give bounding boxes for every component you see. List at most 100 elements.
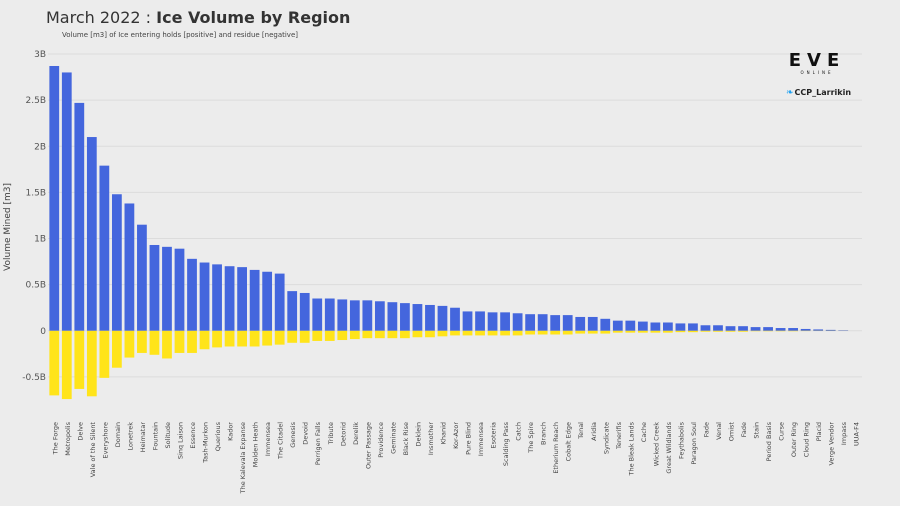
y-axis-label: Volume Mined [m3]	[3, 183, 13, 271]
bar-negative	[713, 330, 723, 332]
x-tick-label: The Citadel	[277, 422, 285, 460]
bar-positive	[199, 262, 210, 331]
bar-negative	[500, 330, 510, 336]
bar-positive	[86, 137, 97, 331]
bar-negative	[725, 330, 736, 332]
bar-positive	[775, 328, 786, 331]
x-tick-label: Vale of the Silent	[89, 422, 97, 478]
x-tick-label: Metropolis	[64, 421, 72, 455]
bar-negative	[450, 330, 460, 336]
bar-positive	[162, 246, 172, 331]
bar-positive	[374, 301, 385, 331]
bar-positive	[224, 266, 235, 331]
bar-negative	[262, 330, 273, 346]
bar-positive	[600, 318, 611, 331]
bar-negative	[362, 330, 373, 339]
x-tick-label: Kador	[227, 422, 235, 441]
x-tick-label: Impass	[840, 421, 848, 445]
x-tick-label: Devoid	[302, 422, 310, 445]
bar-negative	[99, 330, 110, 378]
bar-positive	[61, 72, 72, 331]
bar-positive	[688, 323, 698, 331]
bar-negative	[600, 330, 611, 334]
bar-positive	[825, 329, 836, 331]
bar-negative	[400, 330, 410, 339]
bar-negative	[425, 330, 435, 338]
bar-positive	[287, 291, 298, 331]
bar-positive	[550, 315, 561, 331]
x-tick-label: Everyshore	[101, 422, 109, 458]
x-tick-label: Solitude	[164, 422, 172, 449]
bar-negative	[74, 330, 85, 389]
bar-negative	[174, 330, 185, 353]
bar-positive	[475, 311, 485, 331]
bar-positive	[587, 316, 598, 331]
x-tick-label: Genesis	[289, 421, 297, 447]
bar-positive	[74, 102, 85, 331]
bar-negative	[374, 330, 385, 339]
bar-negative	[124, 330, 135, 358]
bar-negative	[274, 330, 285, 345]
x-tick-label: Molden Heath	[252, 422, 260, 467]
bar-positive	[537, 314, 548, 331]
bar-positive	[813, 329, 824, 331]
bar-negative	[512, 330, 523, 336]
bar-negative	[287, 330, 298, 343]
bar-negative	[437, 330, 448, 337]
bar-negative	[462, 330, 473, 336]
bar-negative	[575, 330, 586, 334]
x-tick-label: Immensea	[264, 422, 272, 456]
y-tick-label: 2B	[34, 142, 46, 152]
x-tick-label: Tribute	[327, 422, 335, 445]
x-tick-label: Etherium Reach	[552, 422, 560, 474]
bar-negative	[162, 330, 172, 359]
bar-positive	[612, 320, 623, 331]
y-tick-label: 3B	[34, 50, 46, 60]
bar-negative	[612, 330, 623, 333]
bar-positive	[562, 315, 573, 331]
x-tick-label: Syndicate	[602, 422, 610, 454]
bar-positive	[725, 326, 736, 331]
x-tick-label: Fade	[740, 422, 748, 437]
bar-negative	[587, 330, 598, 334]
eve-online-logo: EVE ONLINE	[784, 52, 850, 76]
bar-negative	[337, 330, 348, 341]
bar-negative	[199, 330, 210, 350]
bar-positive	[149, 244, 160, 331]
bar-positive	[412, 304, 423, 331]
bar-positive	[450, 307, 460, 331]
bar-negative	[550, 330, 561, 335]
chart-title: March 2022 : Ice Volume by Region	[46, 8, 350, 27]
x-tick-label: Tash-Murkon	[202, 422, 210, 464]
x-tick-label: Paragon Soul	[690, 422, 698, 465]
x-tick-label: Venal	[715, 422, 723, 440]
x-tick-label: Fountain	[151, 422, 159, 450]
y-tick-label: 0.5B	[26, 281, 47, 291]
bar-positive	[800, 328, 811, 331]
x-tick-label: The Spire	[527, 422, 535, 454]
y-tick-label: 0	[40, 327, 46, 337]
chart-title-bold: Ice Volume by Region	[156, 8, 351, 27]
y-tick-label: -0.5B	[22, 373, 46, 383]
x-tick-label: Omist	[728, 422, 736, 442]
x-tick-label: Tenal	[577, 422, 585, 440]
bar-positive	[637, 321, 648, 331]
bar-positive	[512, 313, 523, 331]
x-tick-label: Verge Vendor	[828, 422, 836, 466]
bar-negative	[700, 330, 711, 332]
bar-negative	[111, 330, 122, 368]
x-tick-label: Cloud Ring	[803, 422, 811, 457]
bar-negative	[487, 330, 498, 336]
x-tick-label: Geminate	[389, 422, 397, 454]
bar-negative	[562, 330, 573, 335]
bar-negative	[249, 330, 260, 347]
bar-positive	[99, 165, 110, 331]
bar-negative	[149, 330, 160, 355]
bar-negative	[86, 330, 97, 397]
x-tick-label: Insmother	[427, 422, 435, 455]
bar-negative	[412, 330, 423, 338]
bar-negative	[212, 330, 222, 348]
x-tick-label: Tenerifis	[615, 421, 623, 450]
bar-positive	[299, 292, 310, 331]
